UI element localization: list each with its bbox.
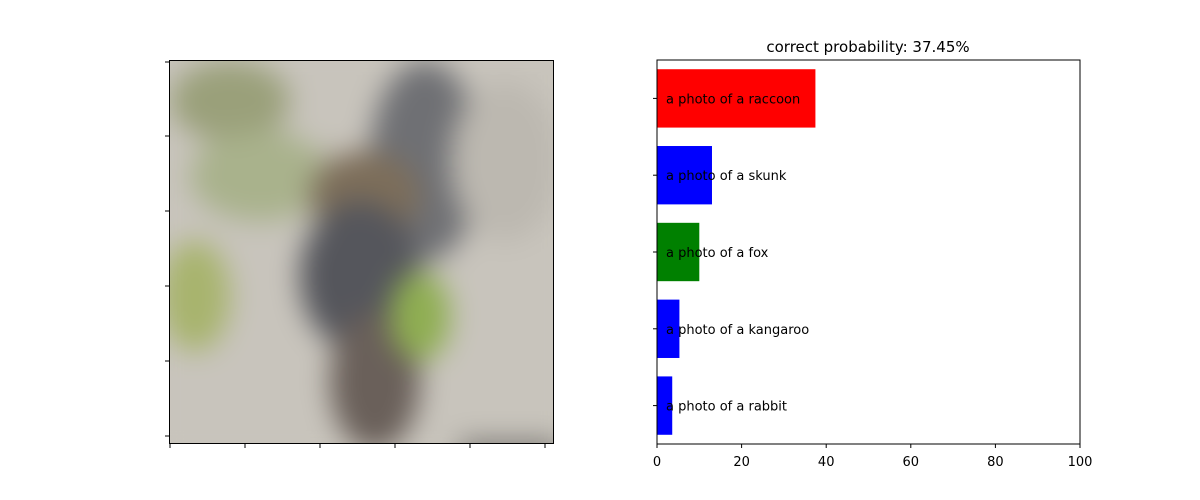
x-tick-label: 60 (903, 455, 920, 470)
bar (657, 299, 680, 358)
bars: a photo of a raccoon a photo of a skunk a … (653, 69, 816, 435)
probability-bar-chart: correct probability: 37.45% a photo of a… (653, 38, 1093, 470)
x-tick-label: 100 (1068, 455, 1093, 470)
bar-label: a photo of a skunk (666, 169, 787, 184)
chart-title: correct probability: 37.45% (766, 38, 969, 56)
bar-label: a photo of a rabbit (666, 400, 787, 415)
bar (657, 376, 673, 435)
bar (657, 222, 700, 282)
image-panel-ticks (165, 61, 546, 448)
bar-label: a photo of a raccoon (666, 92, 800, 107)
bar-label: a photo of a fox (666, 246, 769, 261)
x-tick-label: 80 (987, 455, 1004, 470)
x-tick-label: 40 (818, 455, 835, 470)
bar-label: a photo of a kangaroo (666, 323, 809, 338)
photo-panel (169, 60, 554, 444)
x-tick-label: 0 (653, 455, 661, 470)
x-tick-label: 20 (733, 455, 750, 470)
x-axis: 0 20 40 60 80 100 (653, 444, 1093, 470)
blurred-animal-photo (170, 61, 553, 443)
bar (657, 146, 712, 205)
bar (657, 69, 816, 128)
plot-frame (656, 59, 1081, 445)
